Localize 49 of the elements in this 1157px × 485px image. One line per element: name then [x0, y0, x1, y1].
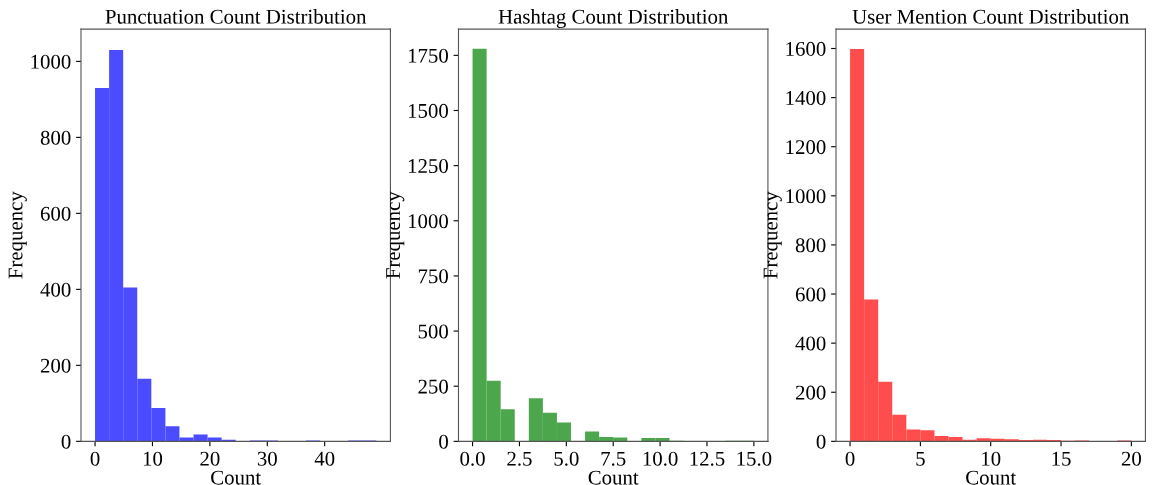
y-tick-label: 250 — [418, 379, 448, 394]
y-axis-title: Frequency — [386, 191, 405, 279]
x-tick-label: 12.5 — [690, 451, 725, 466]
y-tick-label: 200 — [40, 358, 71, 373]
x-tick-label: 2.5 — [507, 451, 532, 466]
x-axis-title: Count — [966, 470, 1017, 485]
y-tick-label: 600 — [795, 287, 826, 302]
x-tick-label: 30 — [257, 451, 277, 466]
y-tick-label: 400 — [40, 282, 71, 297]
x-tick-label: 10 — [143, 451, 163, 466]
x-tick-label: 15 — [1052, 451, 1071, 466]
y-tick-label: 1000 — [786, 189, 826, 204]
y-tick-label: 750 — [418, 269, 448, 284]
y-tick-label: 0 — [61, 434, 71, 449]
x-tick-label: 0 — [90, 451, 100, 466]
y-axis-title: Frequency — [8, 191, 27, 279]
x-tick-label: 7.5 — [601, 451, 626, 466]
x-tick-label: 5.0 — [554, 451, 579, 466]
x-tick-label: 40 — [314, 451, 335, 466]
y-tick-label: 200 — [795, 385, 826, 400]
y-tick-label: 500 — [418, 324, 448, 339]
x-axis-title: Count — [211, 470, 262, 485]
y-tick-label: 800 — [40, 130, 71, 145]
y-tick-label: 800 — [795, 238, 826, 253]
x-tick-label: 10.0 — [643, 451, 678, 466]
chart-title: User Mention Count Distribution — [852, 9, 1129, 24]
x-tick-label: 20 — [200, 451, 220, 466]
x-tick-label: 20 — [1121, 451, 1141, 466]
x-tick-label: 0 — [845, 451, 855, 466]
y-tick-label: 1600 — [786, 41, 826, 56]
x-tick-label: 0.0 — [460, 451, 485, 466]
y-tick-label: 1200 — [786, 140, 826, 155]
y-tick-label: 1000 — [31, 54, 71, 69]
y-tick-label: 0 — [816, 434, 826, 449]
y-tick-label: 1750 — [408, 48, 448, 63]
y-tick-label: 1250 — [408, 159, 448, 174]
chart-title: Punctuation Count Distribution — [105, 9, 367, 24]
x-tick-label: 15.0 — [737, 451, 772, 466]
y-axis-title: Frequency — [763, 191, 782, 279]
y-tick-label: 1000 — [408, 214, 448, 229]
x-tick-label: 5 — [916, 451, 925, 466]
y-tick-label: 400 — [795, 336, 826, 351]
chart-title: Hashtag Count Distribution — [498, 9, 729, 29]
x-tick-label: 10 — [982, 451, 1001, 466]
y-tick-label: 0 — [439, 434, 448, 449]
x-axis-title: Count — [588, 470, 639, 485]
y-tick-label: 1500 — [408, 103, 448, 118]
y-tick-label: 600 — [40, 206, 71, 221]
y-tick-label: 1400 — [786, 90, 826, 106]
